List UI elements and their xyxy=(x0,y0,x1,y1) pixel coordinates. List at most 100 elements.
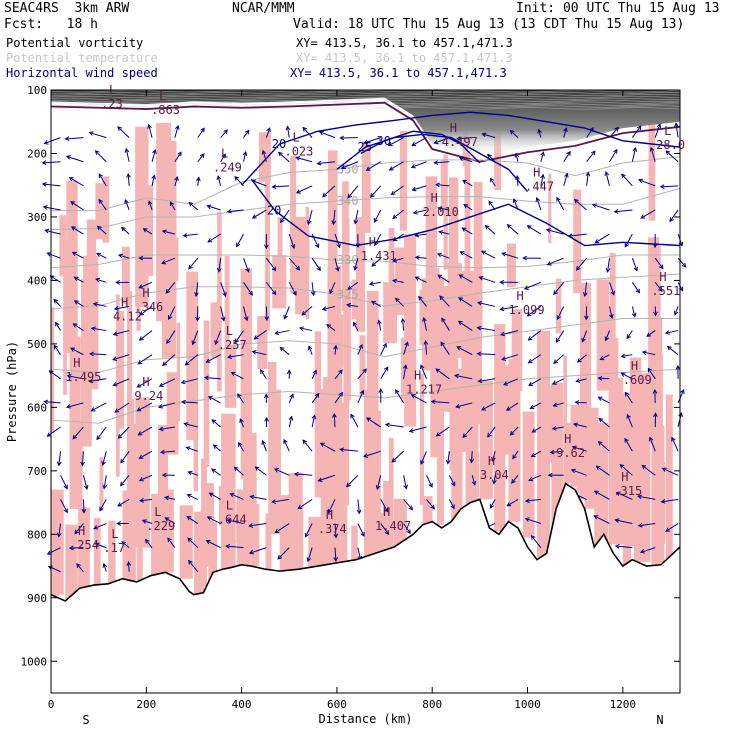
wind-vector-head xyxy=(46,432,52,437)
wind-vector-head xyxy=(304,532,309,538)
wind-vector-head xyxy=(378,388,384,393)
wind-vector-head xyxy=(514,152,520,158)
wind-vector-head xyxy=(439,295,444,301)
wind-vector-head xyxy=(549,449,555,455)
wind-vector xyxy=(311,370,317,380)
wind-vector xyxy=(665,150,679,163)
wind-vector xyxy=(425,340,427,355)
wind-vector-head xyxy=(639,549,645,554)
wind-vector xyxy=(137,354,153,365)
precip-streak xyxy=(339,490,348,563)
wind-vector-head xyxy=(406,529,411,535)
model-label: SEAC4RS 3km ARW xyxy=(4,1,130,16)
wind-vector xyxy=(458,320,473,331)
pv-extremum-value: 9.24 xyxy=(134,389,163,403)
wind-vector-head xyxy=(99,506,104,512)
wind-vector-head xyxy=(614,126,619,132)
wind-vector-head xyxy=(72,434,78,440)
wind-vector xyxy=(73,323,84,331)
wind-vector-head xyxy=(223,129,228,135)
wind-vector-head xyxy=(613,209,619,214)
wind-vector xyxy=(528,330,542,341)
wind-vector-head xyxy=(319,442,325,447)
wind-vector-head xyxy=(137,431,143,436)
precip-streak xyxy=(95,183,106,240)
wind-vector-head xyxy=(126,172,131,178)
wind-vector-head xyxy=(395,389,400,395)
wind-vector-head xyxy=(576,358,582,363)
wind-vector xyxy=(304,523,313,538)
wind-vector xyxy=(487,426,496,438)
wind-vector xyxy=(158,402,176,408)
wind-vector-head xyxy=(553,359,559,365)
wind-vector xyxy=(413,209,427,214)
wind-vector-head xyxy=(371,262,377,267)
precip-column xyxy=(365,504,373,557)
wind-vector xyxy=(121,541,130,549)
theta-contour-label: 350 xyxy=(337,162,359,176)
wind-vector xyxy=(439,295,450,307)
wind-vector xyxy=(161,257,176,264)
y-tick-label: 800 xyxy=(27,528,47,541)
pv-extremum-type: L xyxy=(111,527,118,541)
wind-vector-head xyxy=(528,476,534,482)
wind-vector-head xyxy=(321,306,327,312)
wind-vector-head xyxy=(440,341,445,347)
wind-vector-head xyxy=(274,528,280,534)
wind-vector xyxy=(334,547,337,561)
wind-vector xyxy=(47,426,61,437)
wind-vector-head xyxy=(360,531,365,537)
wind-vector-head xyxy=(599,355,605,361)
wind-vector xyxy=(439,231,450,235)
wind-vector-head xyxy=(653,311,658,317)
wind-vector-head xyxy=(144,538,150,544)
wind-vector-head xyxy=(414,276,420,281)
wind-vector xyxy=(294,473,313,476)
wind-vector xyxy=(280,209,290,223)
wind-vector xyxy=(302,127,313,138)
wind-vector xyxy=(188,471,198,476)
wind-vector xyxy=(501,354,519,361)
x-tick-label: 200 xyxy=(136,698,156,711)
wind-vector-head xyxy=(329,289,334,295)
wind-vector-head xyxy=(333,344,338,350)
precip-column xyxy=(336,532,344,563)
wind-vector xyxy=(458,297,473,307)
wind-vector xyxy=(162,354,176,366)
wind-vector-head xyxy=(653,412,658,418)
wind-vector-head xyxy=(80,461,85,467)
theta-contour xyxy=(50,273,681,310)
wind-vector-head xyxy=(462,433,468,439)
precip-column xyxy=(193,511,205,595)
precip-column xyxy=(151,493,163,576)
precip-streak xyxy=(59,215,67,277)
wind-vector-head xyxy=(116,521,121,526)
wind-vector xyxy=(454,374,473,380)
wind-vector-head xyxy=(339,447,345,453)
wind-vector-head xyxy=(251,214,257,219)
wind-vector-head xyxy=(273,468,279,473)
wind-vector xyxy=(556,306,565,320)
wind-vector xyxy=(654,123,661,138)
precip-streak xyxy=(63,239,67,396)
y-tick-label: 300 xyxy=(27,211,47,224)
wind-vector-head xyxy=(428,482,433,488)
precip-streak xyxy=(268,389,281,535)
wind-vector-head xyxy=(680,388,685,394)
wind-vector xyxy=(166,330,176,344)
pv-extremum-value: .249 xyxy=(213,160,242,174)
wind-vector-head xyxy=(478,275,484,281)
wind-vector-head xyxy=(489,503,495,509)
wind-vector xyxy=(647,368,656,380)
wind-vector xyxy=(615,545,633,549)
pv-extremum-value: 1.431 xyxy=(361,249,397,263)
wind-vector xyxy=(142,519,153,524)
wind-vector-head xyxy=(658,287,663,293)
wind-vector xyxy=(261,440,267,452)
wind-vector xyxy=(631,258,638,271)
wind-vector xyxy=(165,517,176,524)
wind-vector-head xyxy=(366,417,372,422)
wind-vector xyxy=(609,149,618,162)
wind-vector xyxy=(600,354,610,360)
strat-contour-line xyxy=(50,101,681,104)
